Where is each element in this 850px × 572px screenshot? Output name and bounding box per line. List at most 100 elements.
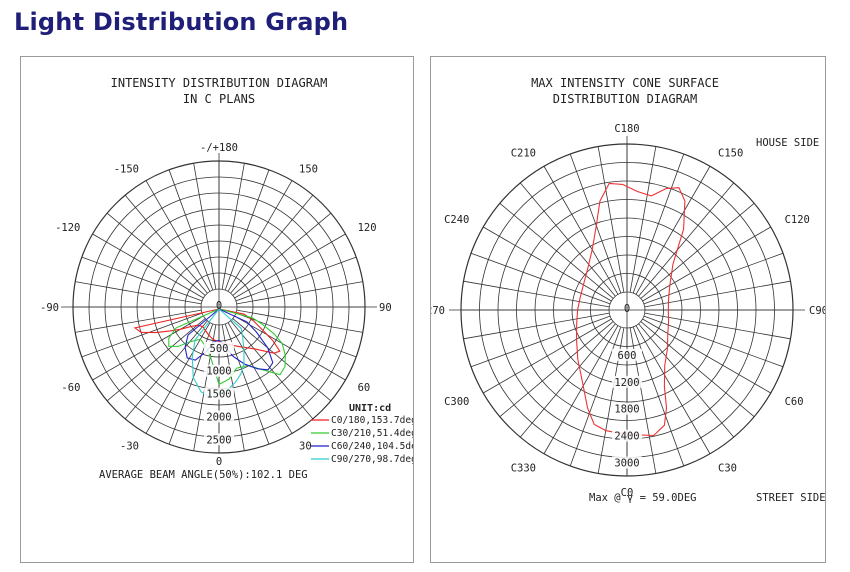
grid-spoke — [227, 180, 293, 292]
legend-entry: C30/210,51.4deg — [331, 428, 413, 439]
grid-spoke — [644, 312, 791, 340]
radial-label: 2400 — [614, 431, 639, 443]
radial-label: 2000 — [206, 411, 231, 423]
angle-label: -120 — [55, 222, 80, 234]
radial-label: 3000 — [614, 458, 639, 470]
grid-spoke — [543, 325, 619, 454]
angle-label: 90 — [379, 302, 392, 314]
grid-spoke — [234, 233, 346, 299]
grid-spoke — [81, 256, 203, 302]
radial-label: 1000 — [206, 366, 231, 378]
grid-spoke — [638, 323, 735, 438]
page-title: Light Distribution Graph — [14, 8, 349, 36]
grid-spoke — [227, 322, 293, 434]
radial-label-bg — [612, 375, 642, 388]
angle-label: -90 — [40, 302, 59, 314]
angle-label: -150 — [114, 163, 139, 175]
grid-spoke — [234, 315, 346, 381]
grid-spoke — [75, 281, 202, 305]
angle-label: 30 — [299, 441, 312, 453]
cone-surface-chart: MAX INTENSITY CONE SURFACE DISTRIBUTION … — [431, 76, 825, 504]
radial-label: 1200 — [614, 377, 639, 389]
radial-label: 600 — [618, 350, 637, 362]
intensity-distribution-chart: INTENSITY DISTRIBUTION DIAGRAM IN C PLAN… — [40, 76, 413, 481]
series-line-0 — [575, 182, 686, 437]
grid-spoke — [75, 309, 202, 333]
grid-spoke — [632, 153, 685, 294]
angle-label: -30 — [120, 441, 139, 453]
angle-label: C270 — [431, 305, 445, 317]
intensity-distribution-panel: INTENSITY DISTRIBUTION DIAGRAM IN C PLAN… — [20, 56, 414, 563]
grid-spoke — [483, 226, 612, 302]
grid-spoke — [519, 182, 616, 297]
grid-spoke — [145, 180, 211, 292]
series-layer — [575, 182, 686, 437]
grid-spoke — [92, 315, 204, 381]
grid-spoke — [232, 318, 332, 402]
grid-spoke — [643, 315, 784, 368]
unit-label: UNIT:cd — [349, 403, 391, 414]
grid-spoke — [644, 280, 791, 308]
street-side-label: STREET SIDE — [756, 492, 825, 504]
series-line-0 — [133, 308, 281, 354]
radial-label-bg — [204, 433, 234, 446]
chart-subtitle: DISTRIBUTION DIAGRAM — [553, 92, 698, 106]
angle-label: C60 — [785, 396, 804, 408]
grid-spoke — [145, 322, 211, 434]
grid-spoke — [224, 169, 270, 291]
radial-label-bg — [204, 364, 234, 377]
grid-spoke — [81, 312, 203, 358]
grid-spoke — [499, 202, 614, 299]
angle-label: C330 — [511, 463, 536, 475]
axis-labels: C180 C150 C210 C120 C240 C90 C270 C60 C300 C30 C33… — [431, 123, 825, 499]
max-intensity-cone-panel: MAX INTENSITY CONE SURFACE DISTRIBUTION … — [430, 56, 826, 563]
grid-spoke — [483, 318, 612, 394]
angle-label: C90 — [809, 305, 825, 317]
angle-label: -/+180 — [200, 142, 238, 154]
grid-spoke — [168, 169, 214, 291]
grid-spoke — [235, 256, 357, 302]
grid-spoke — [106, 318, 206, 402]
radial-label: 2500 — [206, 434, 231, 446]
max-gamma-footer: Max @ γ = 59.0DEG — [589, 492, 696, 504]
grid-spoke — [463, 280, 610, 308]
grid-spoke — [470, 315, 611, 368]
radial-label-bg — [612, 348, 642, 361]
chart-subtitle: IN C PLANS — [183, 92, 255, 106]
angle-label: 0 — [216, 456, 222, 468]
chart-title: MAX INTENSITY CONE SURFACE — [531, 76, 719, 90]
angle-label: C120 — [785, 214, 810, 226]
grid-spoke — [569, 153, 622, 294]
grid-spoke — [640, 202, 755, 299]
grid-spoke — [236, 281, 363, 305]
radial-label: 0 — [216, 300, 222, 312]
grid-spoke — [640, 321, 755, 418]
radial-label: 1500 — [206, 389, 231, 401]
radial-label: 500 — [210, 343, 229, 355]
grid-spoke — [463, 312, 610, 340]
grid-spoke — [638, 182, 735, 297]
grid-spoke — [597, 146, 625, 293]
angle-label: C0 — [621, 487, 634, 499]
legend-entry: C90/270,98.7deg — [331, 454, 413, 465]
grid-spoke — [499, 321, 614, 418]
house-side-label: HOUSE SIDE — [756, 137, 819, 149]
angle-label: C180 — [614, 123, 639, 135]
grid-spoke — [519, 323, 616, 438]
grid-spoke — [221, 163, 245, 290]
legend: UNIT:cd C0/180,153.7deg C30/210,51.4deg C6… — [311, 403, 413, 465]
radial-label-bg — [204, 341, 234, 354]
grid-spoke — [235, 312, 357, 358]
beam-angle-footer: AVERAGE BEAM ANGLE(50%):102.1 DEG — [99, 469, 308, 481]
angle-label: C240 — [444, 214, 469, 226]
grid-spoke — [635, 166, 711, 295]
angle-label: C300 — [444, 396, 469, 408]
legend-entry: C0/180,153.7deg — [331, 415, 413, 426]
grid-spoke — [230, 194, 314, 294]
radial-label-bg — [612, 429, 642, 442]
radial-label-bg — [612, 402, 642, 415]
radial-label-bg — [204, 410, 234, 423]
angle-label: C30 — [718, 463, 737, 475]
grid-spoke — [124, 194, 208, 294]
grid-spoke — [543, 166, 619, 295]
